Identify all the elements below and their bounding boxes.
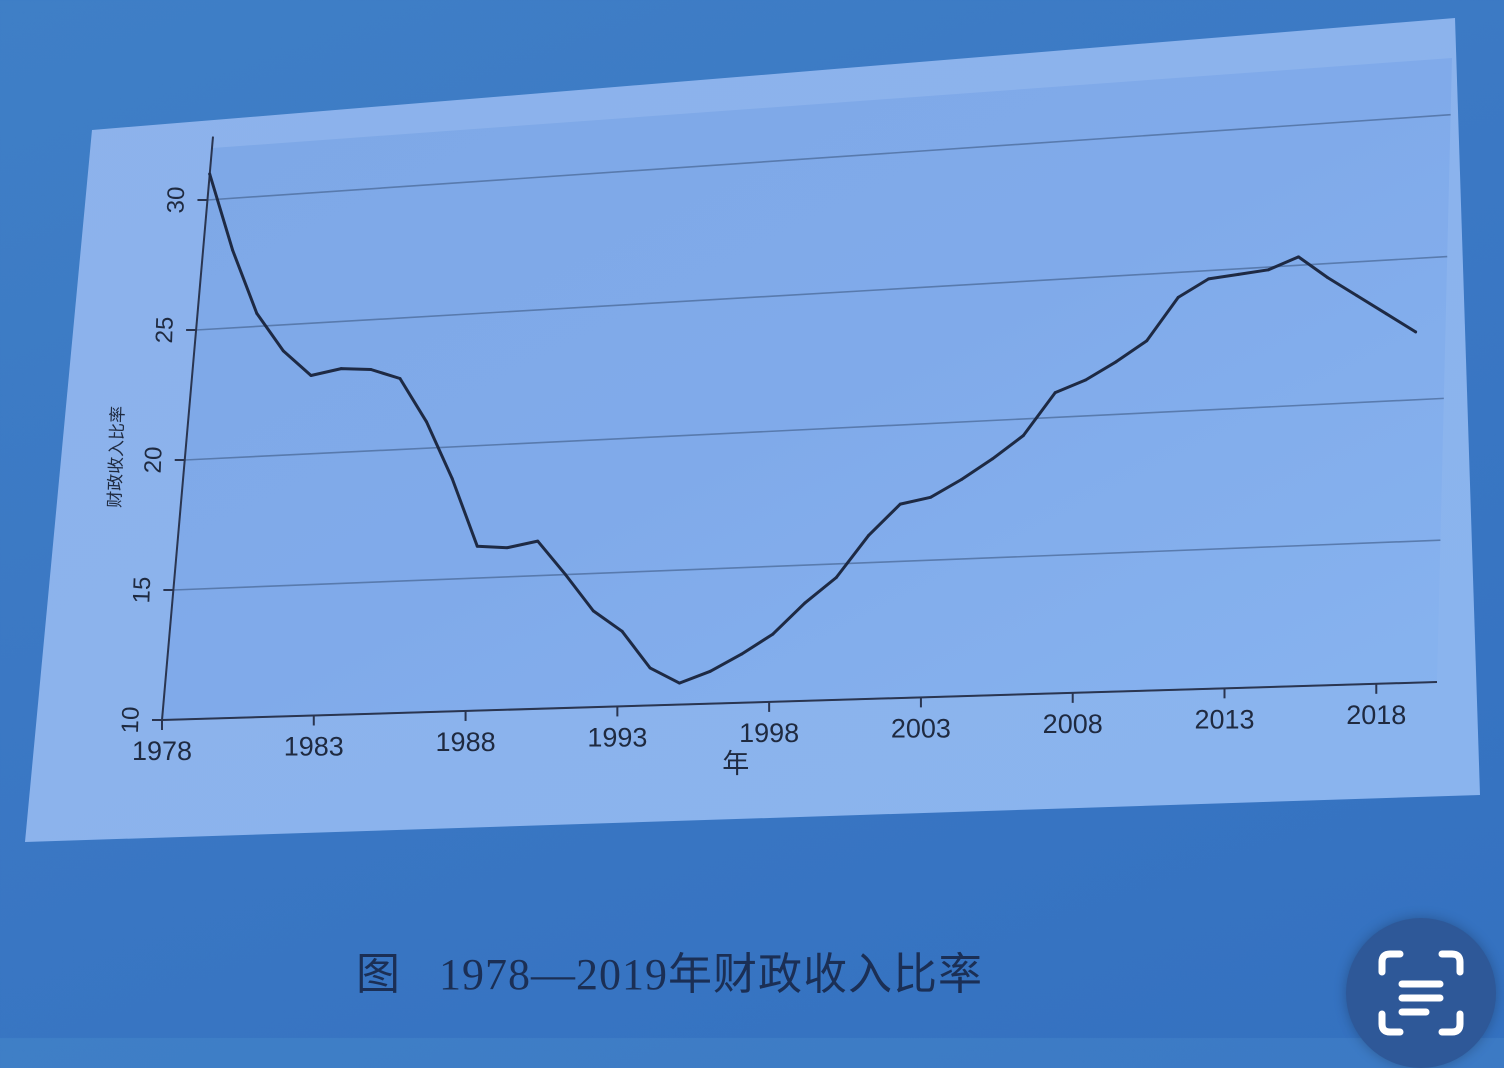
data-point-2017 <box>1355 294 1359 298</box>
data-point-2005 <box>990 457 994 461</box>
data-point-1999 <box>803 601 807 605</box>
y-tick-label: 30 <box>162 186 190 214</box>
data-point-2003 <box>929 495 933 499</box>
y-axis <box>161 136 214 721</box>
plot-area <box>162 58 1452 720</box>
data-point-1997 <box>740 652 744 656</box>
y-tick-label: 15 <box>128 576 156 604</box>
x-tick-label: 2018 <box>1346 700 1406 730</box>
gridline <box>196 255 1448 331</box>
data-point-2011 <box>1176 295 1180 299</box>
data-point-1990 <box>536 539 540 543</box>
data-point-1979 <box>231 248 235 252</box>
x-tick-label: 2003 <box>891 713 951 743</box>
gridline <box>173 539 1441 591</box>
scan-text-icon <box>1378 950 1464 1036</box>
data-point-1987 <box>450 477 454 481</box>
data-point-1993 <box>620 629 624 633</box>
data-point-1998 <box>771 632 775 636</box>
data-point-1988 <box>475 544 479 548</box>
x-axis-label: 年 <box>722 749 749 780</box>
y-tick-label: 10 <box>117 706 145 734</box>
data-point-2012 <box>1207 277 1211 281</box>
data-point-1992 <box>591 609 595 613</box>
data-point-2016 <box>1326 276 1330 280</box>
data-point-1996 <box>708 669 712 673</box>
caption-label: 图 <box>356 950 401 999</box>
data-point-1994 <box>648 666 652 670</box>
data-point-2018 <box>1384 312 1388 316</box>
data-point-1995 <box>677 681 681 685</box>
series-line <box>208 172 1418 685</box>
x-tick-label: 2008 <box>1043 709 1103 739</box>
y-axis-label: 财政收入比率 <box>105 406 129 509</box>
data-point-2000 <box>834 576 838 580</box>
gridline <box>207 113 1451 201</box>
data-point-2006 <box>1021 433 1025 437</box>
data-point-2009 <box>1114 360 1118 364</box>
data-point-1980 <box>255 311 259 315</box>
data-point-1989 <box>505 546 509 550</box>
data-point-2004 <box>959 478 963 482</box>
data-point-1986 <box>425 420 429 424</box>
data-point-1981 <box>281 349 285 353</box>
data-point-1991 <box>564 573 568 577</box>
data-point-2019 <box>1414 330 1418 334</box>
chart-svg: 10 15 20 25 30 1978 1983 1988 1993 1998 2003 2008 20… <box>25 18 1480 842</box>
data-point-2013 <box>1237 272 1241 276</box>
data-point-1983 <box>339 367 343 371</box>
figure-caption: 图 1978—2019年财政收入比率 <box>356 938 983 1002</box>
data-point-1985 <box>398 376 402 380</box>
x-tick-label: 1983 <box>284 731 344 761</box>
x-tick-label: 1978 <box>132 736 192 766</box>
data-point-2007 <box>1053 391 1057 395</box>
data-point-2001 <box>867 533 871 537</box>
data-point-2015 <box>1297 255 1301 259</box>
data-point-2002 <box>898 502 902 506</box>
caption-text: 1978—2019年财政收入比率 <box>439 950 983 999</box>
data-point-1984 <box>369 368 373 372</box>
scan-text-button[interactable] <box>1346 918 1496 1068</box>
data-point-2010 <box>1145 339 1149 343</box>
data-point-1982 <box>309 373 313 377</box>
x-tick-label: 1998 <box>739 718 799 748</box>
data-point-1978 <box>208 172 212 176</box>
x-tick-label: 1993 <box>587 722 647 752</box>
x-tick-label: 2013 <box>1194 704 1254 734</box>
x-tick-label: 1988 <box>436 727 496 757</box>
data-point-2008 <box>1084 378 1088 382</box>
gridline <box>184 397 1444 461</box>
y-tick-label: 20 <box>140 446 168 474</box>
y-tick-label: 25 <box>151 316 179 344</box>
data-point-2014 <box>1266 268 1270 272</box>
chart-panel: 10 15 20 25 30 1978 1983 1988 1993 1998 2003 2008 20… <box>25 18 1480 842</box>
